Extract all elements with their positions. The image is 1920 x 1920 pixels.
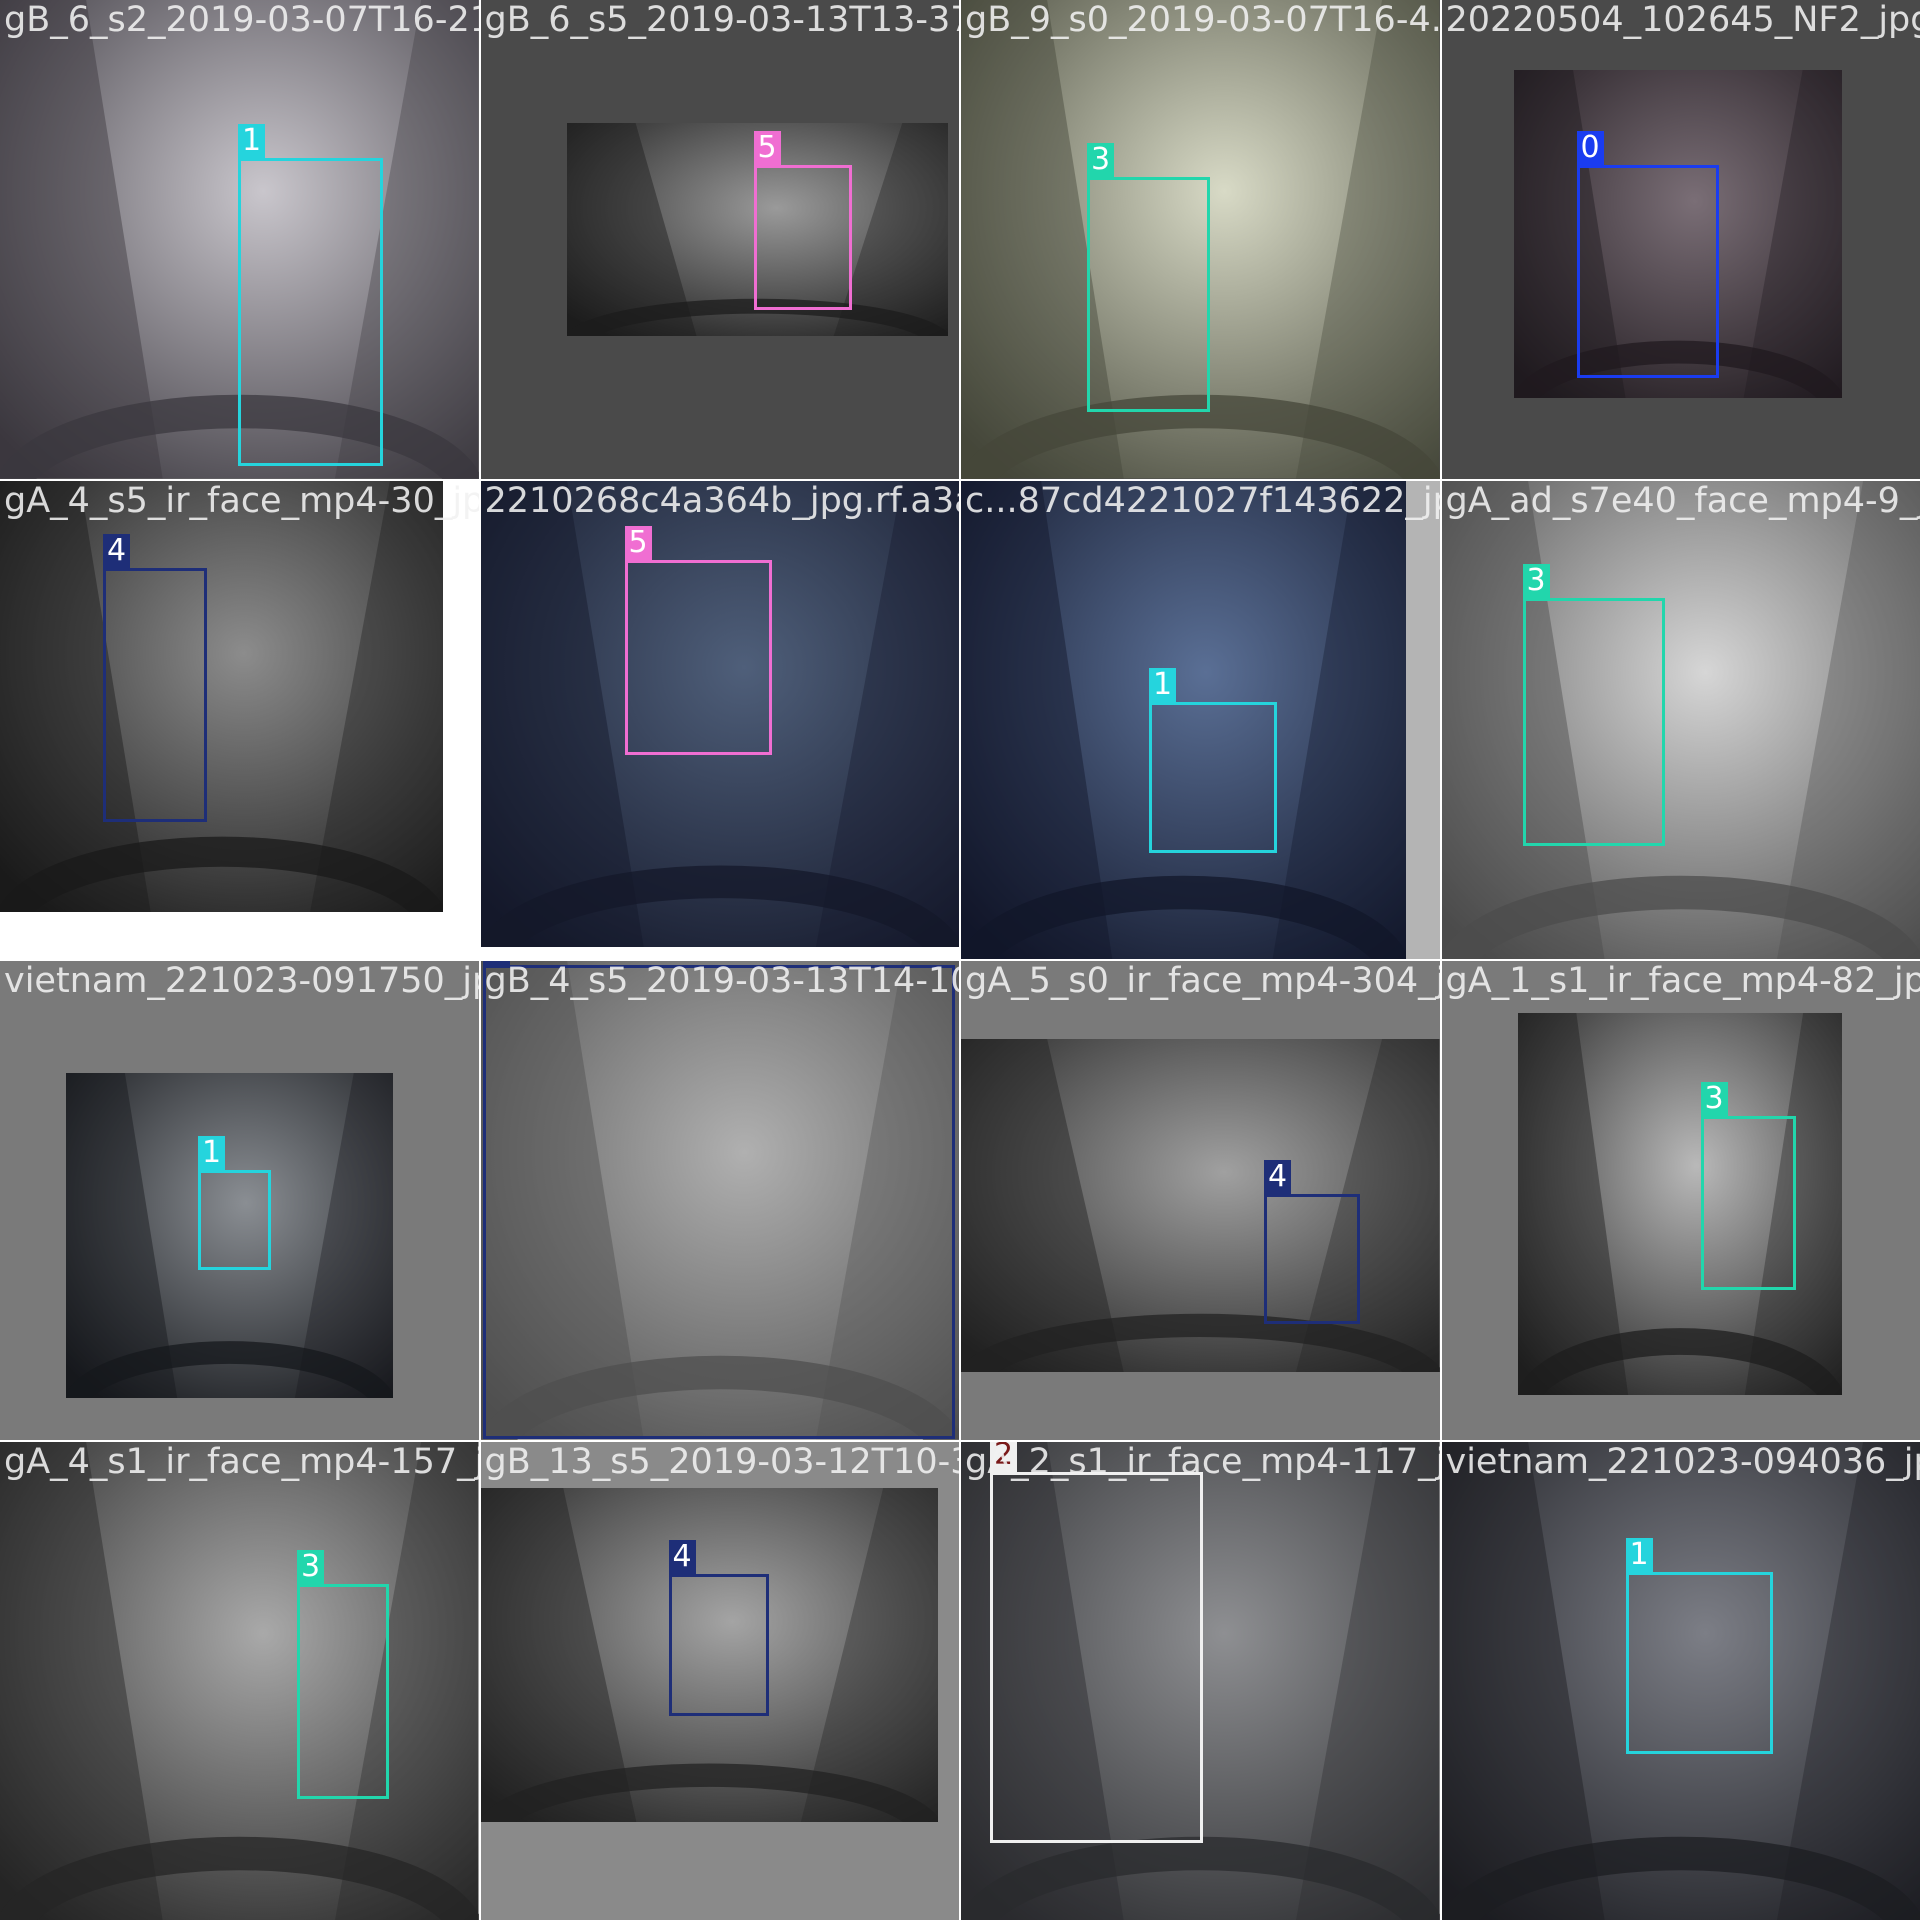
- face-bounding-box: [1700, 1116, 1796, 1290]
- class-label: 4: [668, 1539, 696, 1574]
- tile-15: 2 gA_2_s1_ir_face_mp4-117_jpg.rf...: [961, 1441, 1440, 1920]
- tile-photo: [0, 0, 479, 479]
- in-car-scene: [1441, 480, 1920, 959]
- face-bounding-box: [297, 1583, 389, 1799]
- tile-filename: gB_6_s5_2019-03-13T13-37...: [484, 0, 960, 40]
- tile-filename: gB_13_s5_2019-03-12T10-3...: [484, 1441, 960, 1482]
- face-bounding-box: [753, 165, 852, 310]
- tile-photo: [66, 1073, 393, 1398]
- tile-photo: [1513, 70, 1842, 398]
- tile-filename: c...87cd4221027f143622_jpg: [965, 480, 1440, 521]
- class-label: 4: [482, 961, 510, 965]
- tile-13: 3 gA_4_s1_ir_face_mp4-157_jpg.rf.8d...: [0, 1441, 479, 1920]
- face-bounding-box: [103, 567, 207, 822]
- tile-photo: [0, 1441, 479, 1920]
- tile-photo: [480, 1487, 938, 1822]
- class-label: 5: [753, 131, 781, 165]
- tile-photo: [1441, 480, 1920, 959]
- tile-filename: gB_4_s5_2019-03-13T14-10...: [484, 961, 960, 1001]
- class-label: 3: [297, 1549, 325, 1584]
- tile-filename: gA_1_s1_ir_face_mp4-82_jpg: [1445, 961, 1920, 1001]
- face-bounding-box: [1522, 597, 1665, 846]
- tile-1: 1 gB_6_s2_2019-03-07T16-21...: [0, 0, 479, 479]
- class-label: 3: [1087, 143, 1115, 177]
- tile-filename: 2210268c4a364b_jpg.rf.a3a7e...: [484, 480, 960, 521]
- face-bounding-box: [624, 559, 772, 755]
- class-label: 4: [1264, 1160, 1292, 1194]
- hand-bounding-box: [990, 1471, 1203, 1843]
- tile-filename: gA_ad_s7e40_face_mp4-9_jpg: [1445, 480, 1920, 521]
- tile-5: 4 gA_4_s5_ir_face_mp4-30_jp...: [0, 480, 479, 959]
- in-car-scene: [480, 961, 959, 1440]
- class-label: 3: [1522, 563, 1550, 598]
- face-bounding-box: [482, 965, 955, 1439]
- face-bounding-box: [198, 1170, 271, 1270]
- class-label: 5: [624, 525, 652, 560]
- tile-photo: [480, 961, 959, 1440]
- in-car-scene: [566, 123, 948, 336]
- class-label: 2: [990, 1441, 1018, 1472]
- in-car-scene: [961, 1039, 1440, 1372]
- in-car-scene: [961, 480, 1406, 959]
- in-car-scene: [480, 1487, 938, 1822]
- tile-photo: [961, 480, 1406, 959]
- tile-photo: [961, 0, 1440, 479]
- tile-photo: [1441, 1441, 1920, 1920]
- class-label: 0: [1576, 131, 1604, 165]
- tile-photo: [961, 1039, 1440, 1372]
- in-car-scene: [66, 1073, 393, 1398]
- tile-6: 5 2210268c4a364b_jpg.rf.a3a7e...: [480, 480, 960, 959]
- tile-filename: gA_4_s5_ir_face_mp4-30_jp...: [4, 480, 479, 521]
- tile-10: 4 gB_4_s5_2019-03-13T14-10...: [480, 961, 960, 1440]
- face-bounding-box: [1149, 701, 1277, 853]
- class-label: 4: [103, 533, 131, 568]
- tile-11: 4 gA_5_s0_ir_face_mp4-304_jpg.rf...: [961, 961, 1440, 1440]
- tile-16: 1 vietnam_221023-094036_jpg: [1441, 1441, 1920, 1920]
- face-bounding-box: [1625, 1571, 1773, 1754]
- tile-photo: [480, 480, 959, 947]
- tile-filename: gA_4_s1_ir_face_mp4-157_jpg.rf.8d...: [4, 1441, 479, 1482]
- class-label: 1: [238, 124, 266, 158]
- tile-photo: [566, 123, 948, 336]
- tile-3: 3 gB_9_s0_2019-03-07T16-4...: [961, 0, 1440, 479]
- tile-photo: [0, 480, 443, 912]
- tile-filename: gA_5_s0_ir_face_mp4-304_jpg.rf...: [965, 961, 1440, 1001]
- class-label: 1: [1625, 1537, 1653, 1572]
- class-label: 1: [1149, 667, 1177, 702]
- tile-filename: vietnam_221023-094036_jpg: [1445, 1441, 1920, 1482]
- in-car-scene: [0, 0, 479, 479]
- class-label: 3: [1700, 1082, 1728, 1116]
- tile-9: 1 vietnam_221023-091750_jpg: [0, 961, 479, 1440]
- tile-filename: gA_2_s1_ir_face_mp4-117_jpg.rf...: [965, 1441, 1440, 1482]
- tile-filename: 20220504_102645_NF2_jpg: [1445, 0, 1920, 40]
- face-bounding-box: [1264, 1194, 1360, 1324]
- class-label: 1: [198, 1136, 226, 1170]
- face-bounding-box: [668, 1573, 769, 1716]
- in-car-scene: [0, 480, 443, 912]
- in-car-scene: [480, 480, 959, 947]
- in-car-scene: [1441, 1441, 1920, 1920]
- tile-2: 5 gB_6_s5_2019-03-13T13-37...: [480, 0, 960, 479]
- in-car-scene: [0, 1441, 479, 1920]
- tile-4: 0 20220504_102645_NF2_jpg: [1441, 0, 1920, 479]
- face-bounding-box: [238, 158, 383, 466]
- in-car-scene: [1513, 70, 1842, 398]
- tile-8: 3 gA_ad_s7e40_face_mp4-9_jpg: [1441, 480, 1920, 959]
- tile-7: 1 c...87cd4221027f143622_jpg: [961, 480, 1440, 959]
- face-bounding-box: [1576, 165, 1719, 378]
- tile-filename: vietnam_221023-091750_jpg: [4, 961, 479, 1001]
- face-bounding-box: [1087, 177, 1210, 412]
- tile-14: 4 gB_13_s5_2019-03-12T10-3...: [480, 1441, 960, 1920]
- in-car-scene: [961, 0, 1440, 479]
- tile-12: 3 gA_1_s1_ir_face_mp4-82_jpg: [1441, 961, 1920, 1440]
- tile-filename: gB_6_s2_2019-03-07T16-21...: [4, 0, 479, 40]
- tile-filename: gB_9_s0_2019-03-07T16-4...: [965, 0, 1440, 40]
